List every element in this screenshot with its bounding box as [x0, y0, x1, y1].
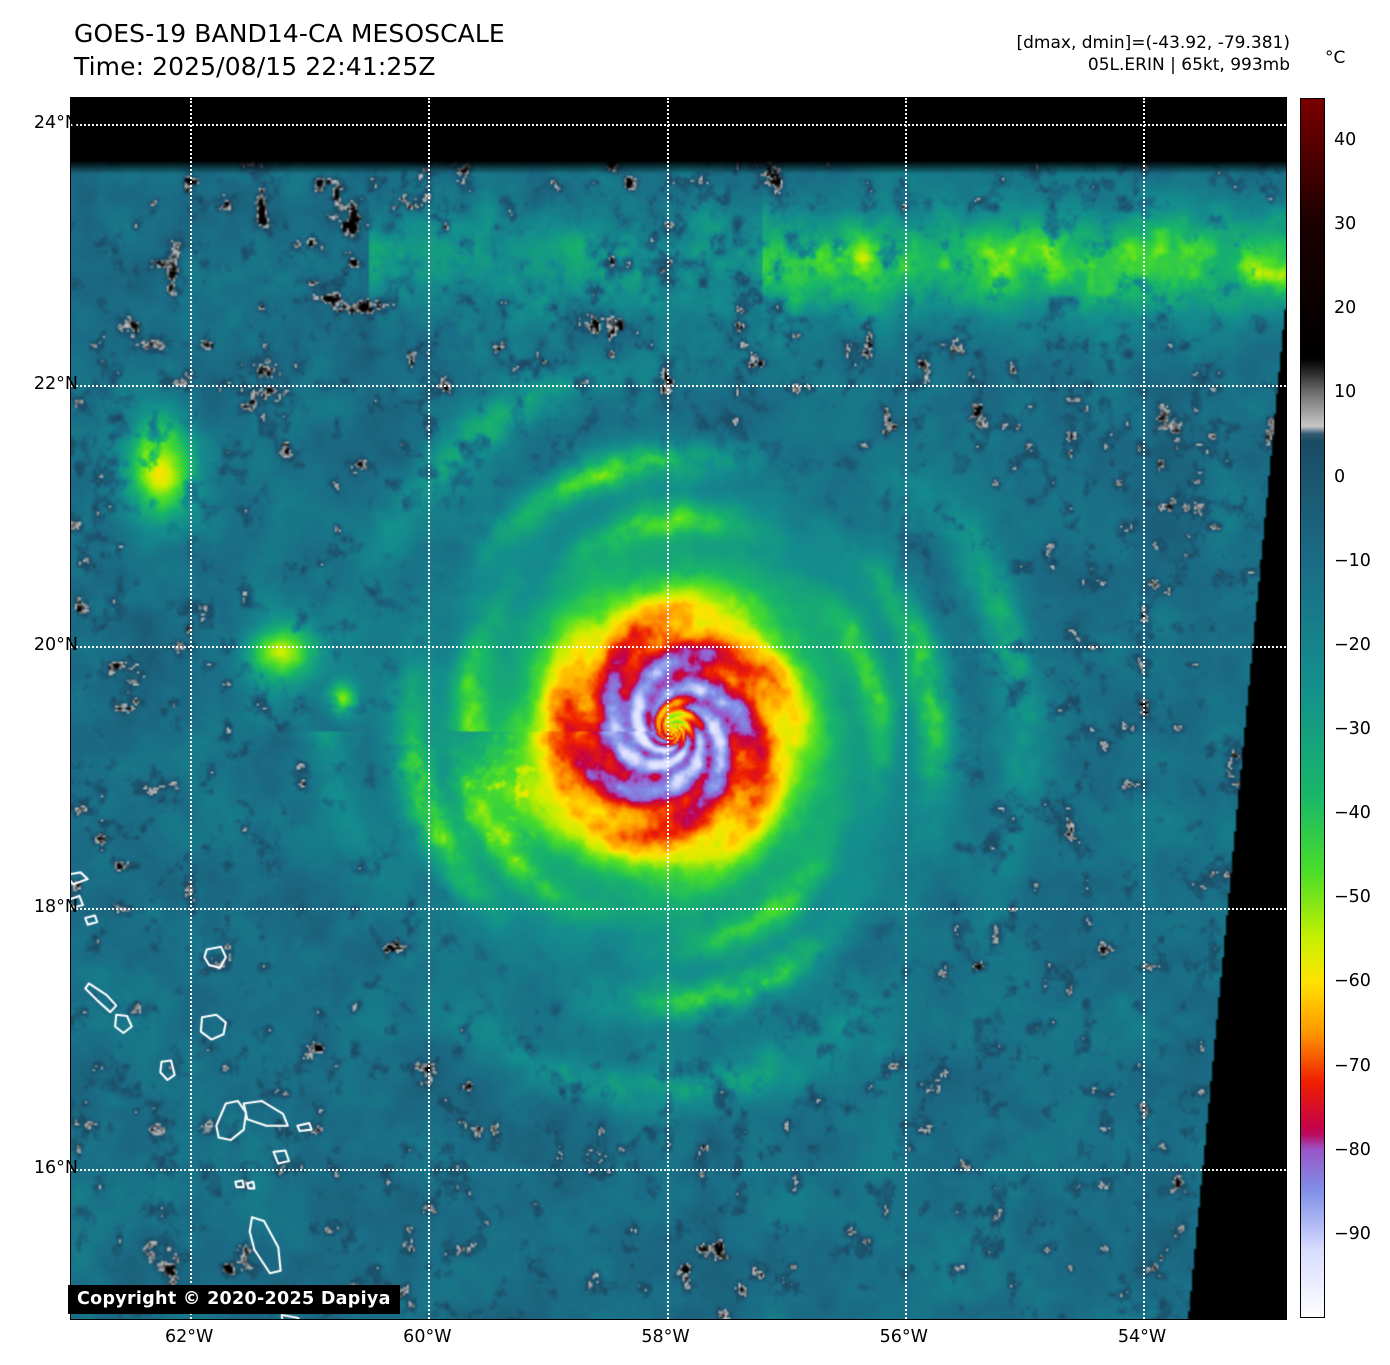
colorbar-tick: −30 [1334, 719, 1371, 740]
lon-tick-56: 56°W [879, 1327, 928, 1347]
colorbar-tick: −60 [1334, 971, 1371, 992]
copyright-watermark: Copyright © 2020-2025 Dapiya [68, 1285, 400, 1314]
colorbar-tick: 0 [1334, 466, 1346, 487]
colorbar-unit-label: °C [1325, 48, 1346, 68]
lat-tick-16: 16°N [33, 1157, 78, 1178]
colorbar-tick: 40 [1334, 130, 1357, 151]
colorbar-gradient [1301, 99, 1324, 1317]
lon-tick-54: 54°W [1117, 1327, 1167, 1347]
colorbar-tick: 30 [1334, 214, 1357, 235]
dmax-dmin-label: [dmax, dmin]=(-43.92, -79.381) [1016, 33, 1291, 53]
metadata-block: [dmax, dmin]=(-43.92, -79.381) 05L.ERIN … [1017, 32, 1291, 77]
temperature-colorbar [1300, 98, 1325, 1318]
colorbar-tick: −90 [1334, 1223, 1371, 1244]
image-canvas-wrapper [71, 98, 1286, 1319]
colorbar-tick: −50 [1334, 887, 1371, 908]
lat-tick-20: 20°N [33, 635, 78, 656]
lat-tick-18: 18°N [33, 896, 78, 917]
colorbar-tick: −10 [1334, 550, 1371, 571]
colorbar-tick: −70 [1334, 1055, 1371, 1076]
lon-tick-58: 58°W [641, 1327, 690, 1347]
colorbar-tick: −80 [1334, 1139, 1371, 1160]
satellite-image-plot [70, 97, 1287, 1320]
lon-tick-62: 62°W [164, 1327, 214, 1347]
lat-tick-22: 22°N [33, 374, 78, 395]
lat-tick-24: 24°N [33, 113, 78, 134]
colorbar-tick: 10 [1334, 382, 1357, 403]
lon-tick-60: 60°W [403, 1327, 452, 1347]
colorbar-tick: −40 [1334, 803, 1371, 824]
colorbar-tick: 20 [1334, 298, 1357, 319]
storm-info-label: 05L.ERIN | 65kt, 993mb [1087, 55, 1290, 76]
product-title: GOES-19 BAND14-CA MESOSCALE [74, 19, 505, 48]
page-title: GOES-19 BAND14-CA MESOSCALE Time: 2025/0… [74, 18, 505, 83]
timestamp-line: Time: 2025/08/15 22:41:25Z [74, 51, 436, 81]
colorbar-tick: −20 [1334, 634, 1371, 655]
infrared-satellite-canvas [71, 98, 1286, 1319]
